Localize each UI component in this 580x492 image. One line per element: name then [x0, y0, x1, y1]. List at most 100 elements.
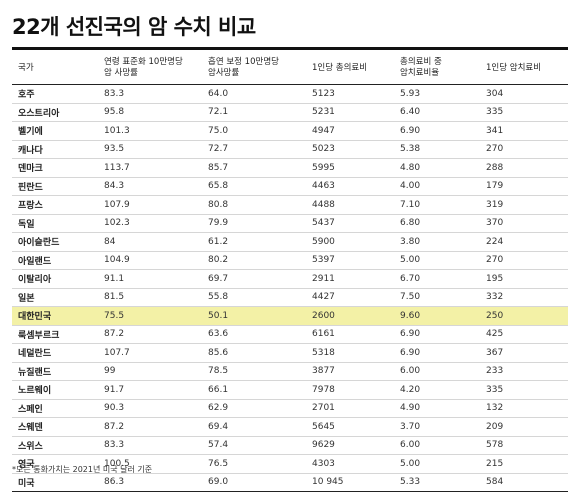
table-row: 룩셈부르크 87.2 63.6 6161 6.90 425 [12, 325, 568, 344]
cell-mortality: 101.3 [98, 121, 202, 141]
cell-health-spending: 5900 [306, 232, 394, 252]
cell-smoking-adjusted: 85.7 [202, 158, 306, 178]
cell-mortality: 90.3 [98, 399, 202, 418]
cell-smoking-adjusted: 78.5 [202, 362, 306, 381]
cell-health-spending: 10 945 [306, 473, 394, 492]
cell-health-spending: 4427 [306, 288, 394, 307]
header-country: 국가 [18, 62, 34, 73]
cell-smoking-adjusted: 66.1 [202, 380, 306, 400]
cell-mortality: 87.2 [98, 417, 202, 437]
cell-cancer-spending: 179 [480, 177, 568, 196]
cell-health-spending: 5437 [306, 214, 394, 233]
cell-cancer-spending: 332 [480, 288, 568, 307]
cell-health-spending: 5023 [306, 140, 394, 159]
table-row: 영국 100.5 76.5 4303 5.00 215 [12, 454, 568, 474]
cell-cancer-spending: 335 [480, 380, 568, 400]
header-smoking-adjusted: 흡연 보정 10만명당 암사망률 [208, 57, 279, 78]
cell-health-spending: 4463 [306, 177, 394, 196]
cell-cancer-share: 5.00 [394, 454, 480, 474]
cell-mortality: 86.3 [98, 473, 202, 492]
cell-country: 룩셈부르크 [12, 325, 98, 344]
cell-cancer-spending: 584 [480, 473, 568, 492]
cell-mortality: 84 [98, 232, 202, 252]
cell-smoking-adjusted: 69.0 [202, 473, 306, 492]
table-row: 핀란드 84.3 65.8 4463 4.00 179 [12, 177, 568, 196]
cell-smoking-adjusted: 57.4 [202, 436, 306, 455]
cell-cancer-spending: 195 [480, 269, 568, 289]
table-row-highlighted: 대한민국 75.5 50.1 2600 9.60 250 [12, 306, 568, 326]
cell-cancer-spending: 341 [480, 121, 568, 141]
cell-cancer-share: 6.80 [394, 214, 480, 233]
cell-health-spending: 2701 [306, 399, 394, 418]
cell-cancer-share: 3.80 [394, 232, 480, 252]
table-row: 노르웨이 91.7 66.1 7978 4.20 335 [12, 380, 568, 400]
cell-cancer-spending: 335 [480, 103, 568, 122]
cell-mortality: 95.8 [98, 103, 202, 122]
cell-cancer-share: 4.80 [394, 158, 480, 178]
cell-health-spending: 4947 [306, 121, 394, 141]
page: 22개 선진국의 암 수치 비교 국가 연령 표준화 10만명당 암 사망률 흡연 … [12, 15, 568, 492]
cell-health-spending: 5231 [306, 103, 394, 122]
cell-health-spending: 9629 [306, 436, 394, 455]
cell-smoking-adjusted: 75.0 [202, 121, 306, 141]
cell-mortality: 91.7 [98, 380, 202, 400]
cell-mortality: 102.3 [98, 214, 202, 233]
cell-country: 뉴질랜드 [12, 362, 98, 381]
cell-health-spending: 4303 [306, 454, 394, 474]
cell-health-spending: 6161 [306, 325, 394, 344]
cell-health-spending: 3877 [306, 362, 394, 381]
cell-health-spending: 7978 [306, 380, 394, 400]
cell-cancer-share: 7.50 [394, 288, 480, 307]
cell-cancer-share: 6.00 [394, 436, 480, 455]
table-row: 스웨덴 87.2 69.4 5645 3.70 209 [12, 417, 568, 437]
cell-country: 일본 [12, 288, 98, 307]
cell-cancer-share: 6.00 [394, 362, 480, 381]
title-divider [12, 47, 568, 50]
table-row: 미국 86.3 69.0 10 945 5.33 584 [12, 473, 568, 492]
cell-mortality: 93.5 [98, 140, 202, 159]
cell-smoking-adjusted: 80.8 [202, 195, 306, 215]
cell-health-spending: 5645 [306, 417, 394, 437]
cell-cancer-spending: 288 [480, 158, 568, 178]
table-row: 스위스 83.3 57.4 9629 6.00 578 [12, 436, 568, 455]
cell-mortality: 107.9 [98, 195, 202, 215]
cell-country: 스위스 [12, 436, 98, 455]
cell-cancer-share: 5.00 [394, 251, 480, 270]
cell-mortality: 104.9 [98, 251, 202, 270]
cell-health-spending: 5123 [306, 84, 394, 104]
cell-cancer-share: 5.33 [394, 473, 480, 492]
table-row: 오스트리아 95.8 72.1 5231 6.40 335 [12, 103, 568, 122]
cell-smoking-adjusted: 62.9 [202, 399, 306, 418]
cell-country: 프랑스 [12, 195, 98, 215]
cell-cancer-spending: 578 [480, 436, 568, 455]
table-row: 벨기에 101.3 75.0 4947 6.90 341 [12, 121, 568, 141]
cell-cancer-spending: 304 [480, 84, 568, 104]
cell-smoking-adjusted: 55.8 [202, 288, 306, 307]
cell-health-spending: 2911 [306, 269, 394, 289]
cell-cancer-spending: 370 [480, 214, 568, 233]
cell-country: 호주 [12, 84, 98, 104]
header-mortality: 연령 표준화 10만명당 암 사망률 [104, 57, 183, 78]
cell-country: 아이슬란드 [12, 232, 98, 252]
header-cancer-share: 총의료비 중 암치료비율 [400, 57, 442, 78]
cell-smoking-adjusted: 65.8 [202, 177, 306, 196]
cell-smoking-adjusted: 69.7 [202, 269, 306, 289]
cell-cancer-share: 7.10 [394, 195, 480, 215]
cell-cancer-share: 4.20 [394, 380, 480, 400]
table-row: 프랑스 107.9 80.8 4488 7.10 319 [12, 195, 568, 215]
comparison-table: 국가 연령 표준화 10만명당 암 사망률 흡연 보정 10만명당 암사망률 1인당 … [12, 52, 568, 492]
footnote: *모든 통화가치는 2021년 미국 달러 기준 [12, 465, 153, 474]
cell-country: 이탈리아 [12, 269, 98, 289]
table-row: 일본 81.5 55.8 4427 7.50 332 [12, 288, 568, 307]
cell-country: 아일랜드 [12, 251, 98, 270]
cell-mortality: 83.3 [98, 436, 202, 455]
cell-cancer-spending: 209 [480, 417, 568, 437]
cell-cancer-share: 9.60 [394, 306, 480, 326]
cell-smoking-adjusted: 64.0 [202, 84, 306, 104]
table-row: 뉴질랜드 99 78.5 3877 6.00 233 [12, 362, 568, 381]
cell-cancer-spending: 270 [480, 251, 568, 270]
cell-mortality: 84.3 [98, 177, 202, 196]
table-row: 캐나다 93.5 72.7 5023 5.38 270 [12, 140, 568, 159]
cell-cancer-share: 5.93 [394, 84, 480, 104]
cell-smoking-adjusted: 63.6 [202, 325, 306, 344]
